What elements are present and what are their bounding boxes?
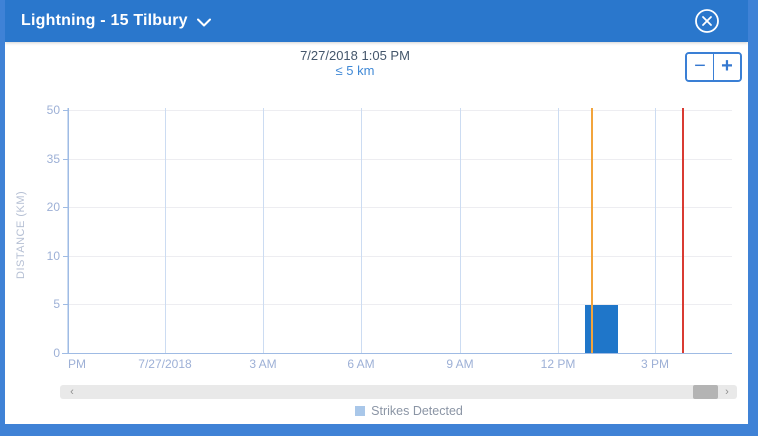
y-tick-mark (63, 159, 69, 160)
v-gridline (165, 108, 166, 353)
y-tick-mark (63, 304, 69, 305)
y-tick-mark (63, 110, 69, 111)
station-selector-dropdown[interactable]: Lightning - 15 Tilbury (21, 11, 211, 32)
chevron-down-icon (196, 14, 211, 32)
v-gridline (361, 108, 362, 353)
zoom-out-button[interactable]: − (687, 54, 713, 80)
y-tick-mark (63, 207, 69, 208)
h-gridline (68, 207, 732, 208)
chart-title: 7/27/2018 1:05 PM (300, 48, 410, 63)
x-tick-label: 9 AM (446, 357, 474, 371)
x-tick-label: PM (68, 357, 86, 371)
current-time-line (682, 108, 684, 353)
x-axis-line (62, 353, 732, 354)
x-tick-label: 6 AM (347, 357, 375, 371)
legend-swatch-icon (355, 406, 366, 416)
chart-legend: Strikes Detected (70, 404, 748, 418)
x-tick-label: 7/27/2018 (138, 357, 192, 371)
v-gridline (263, 108, 264, 353)
x-tick-label: 12 PM (540, 357, 576, 371)
y-tick-mark (63, 256, 69, 257)
y-tick-label: 10 (46, 249, 60, 263)
window-panel: Lightning - 15 Tilbury 7/27/2018 1:05 PM… (5, 0, 748, 424)
y-tick-label: 35 (46, 152, 60, 166)
h-gridline (68, 159, 732, 160)
scroll-right-arrow[interactable]: › (725, 386, 729, 398)
close-icon (694, 9, 720, 38)
chart-heading: 7/27/2018 1:05 PM ≤ 5 km (5, 48, 705, 79)
y-tick-label: 50 (46, 103, 60, 117)
selected-time-line (591, 108, 593, 353)
x-tick-label: 3 PM (640, 357, 669, 371)
h-gridline (68, 256, 732, 257)
v-gridline (460, 108, 461, 353)
scrollbar-thumb[interactable] (693, 385, 718, 399)
x-tick-label: 3 AM (249, 357, 277, 371)
legend-label: Strikes Detected (371, 404, 463, 418)
strikes-bar[interactable] (585, 305, 618, 353)
y-tick-label: 20 (46, 200, 60, 214)
close-button[interactable] (694, 8, 720, 34)
zoom-controls: − + (685, 52, 742, 82)
legend-item-strikes-detected[interactable]: Strikes Detected (355, 404, 463, 418)
v-gridline (558, 108, 559, 353)
y-axis-line (68, 108, 69, 353)
scroll-left-arrow[interactable]: ‹ (70, 386, 74, 398)
zoom-in-button[interactable]: + (713, 54, 740, 80)
y-tick-label: 0 (53, 346, 60, 360)
chart-subtitle: ≤ 5 km (335, 63, 375, 78)
h-gridline (68, 304, 732, 305)
h-gridline (68, 110, 732, 111)
y-tick-mark (63, 353, 69, 354)
y-axis-title: DISTANCE (KM) (15, 190, 27, 280)
chart-scrollbar[interactable]: ‹ › (60, 385, 737, 399)
v-gridline (655, 108, 656, 353)
y-tick-label: 5 (53, 297, 60, 311)
v-gridline (67, 108, 68, 353)
window-title: Lightning - 15 Tilbury (21, 12, 188, 29)
window-header: Lightning - 15 Tilbury (5, 0, 748, 42)
